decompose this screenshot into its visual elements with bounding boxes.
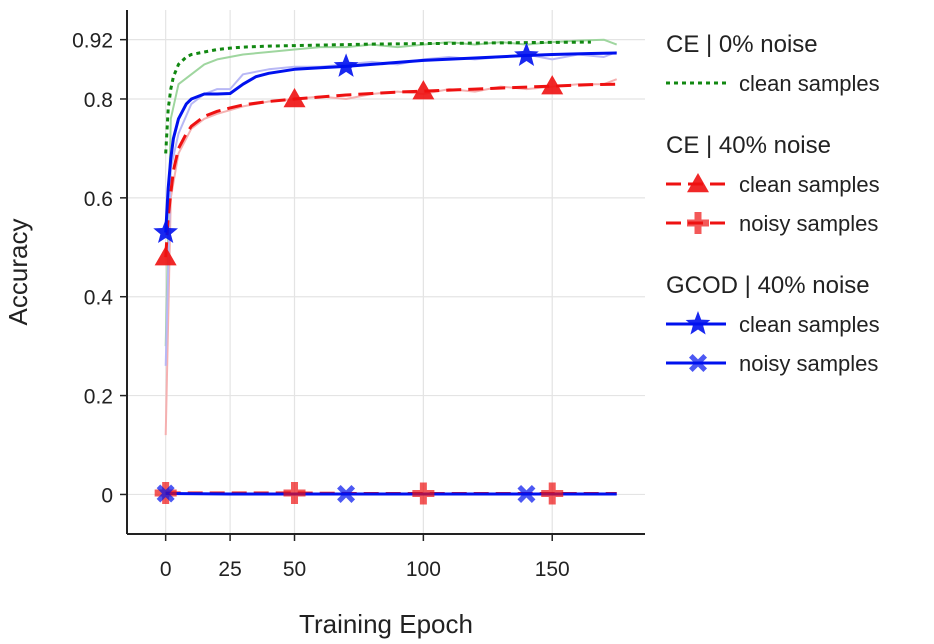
y-tick-label: 0 bbox=[101, 484, 113, 507]
y-tick-label: 0.92 bbox=[72, 30, 113, 53]
y-tick-label: 0.8 bbox=[84, 89, 113, 112]
y-tick-label: 0.4 bbox=[84, 287, 114, 310]
gcod_clean-marker bbox=[153, 219, 178, 243]
legend: CE | 0% noise clean samples CE | 40% noise… bbox=[666, 31, 880, 376]
x-tick-label: 100 bbox=[406, 558, 441, 581]
y-tick-label: 0.2 bbox=[84, 386, 113, 409]
legend-entry-label: noisy samples bbox=[739, 351, 878, 376]
ce40_clean-raw-line bbox=[164, 78, 618, 436]
markers-layer bbox=[153, 42, 564, 505]
legend-group-title: GCOD | 40% noise bbox=[666, 272, 870, 299]
ce40_clean-marker bbox=[283, 87, 306, 108]
legend-swatch-marker bbox=[689, 354, 707, 372]
ce40_clean-marker bbox=[541, 75, 564, 95]
ce40_clean-marker bbox=[412, 80, 435, 100]
ce40_noisy-marker bbox=[412, 482, 435, 505]
gcod_clean-line bbox=[164, 51, 617, 233]
ce40_noisy-marker bbox=[541, 482, 564, 505]
ce40_clean-marker bbox=[154, 246, 177, 266]
x-tick-label: 50 bbox=[283, 558, 306, 581]
gcod_noisy-marker bbox=[517, 484, 536, 503]
legend-entry-label: clean samples bbox=[739, 172, 880, 197]
y-tick-label: 0.6 bbox=[84, 188, 113, 211]
legend-swatch-marker bbox=[687, 212, 709, 234]
legend-entry-label: clean samples bbox=[739, 312, 880, 337]
x-axis-title: Training Epoch bbox=[299, 609, 473, 639]
legend-swatch-marker bbox=[687, 173, 709, 193]
grid-layer bbox=[127, 10, 645, 534]
gcod_clean-marker bbox=[333, 53, 359, 77]
ce40_noisy-marker bbox=[283, 481, 306, 504]
x-tick-label: 150 bbox=[535, 558, 570, 581]
ce40_clean-line bbox=[164, 82, 617, 258]
gcod_noisy-marker bbox=[337, 484, 356, 503]
legend-group-title: CE | 40% noise bbox=[666, 132, 831, 159]
legend-group-title: CE | 0% noise bbox=[666, 31, 818, 58]
legend-entry-label: clean samples bbox=[739, 71, 880, 96]
gcod_noisy-marker bbox=[156, 484, 175, 503]
gcod_clean-marker bbox=[514, 42, 539, 66]
legend-entry-label: noisy samples bbox=[739, 211, 878, 236]
ce0_clean-line bbox=[164, 40, 591, 154]
x-tick-label: 0 bbox=[160, 558, 172, 581]
y-axis-title: Accuracy bbox=[3, 219, 33, 326]
ticks-layer: 0 25 50 100 150 0 0.2 0.4 0.6 0.8 0.92 bbox=[72, 30, 570, 581]
axes-layer bbox=[126, 10, 645, 535]
legend-swatch-marker bbox=[685, 311, 711, 335]
x-tick-label: 25 bbox=[218, 558, 241, 581]
